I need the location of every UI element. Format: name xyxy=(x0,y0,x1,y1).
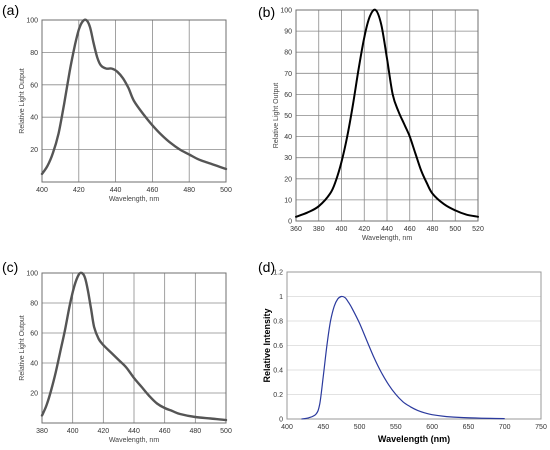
x-tick-label: 450 xyxy=(317,424,329,431)
x-tick-label: 600 xyxy=(426,424,438,431)
plot-frame xyxy=(41,19,227,183)
y-tick-label: 80 xyxy=(284,50,292,57)
x-tick-label: 700 xyxy=(499,424,511,431)
y-tick-label: 100 xyxy=(26,18,38,25)
y-tick-label: 40 xyxy=(30,115,38,122)
panel-tag: (a) xyxy=(2,2,19,18)
y-tick-label: 0.4 xyxy=(273,368,283,375)
y-axis-label: Relative Light Output xyxy=(19,68,26,133)
y-tick-label: 60 xyxy=(284,92,292,99)
panel-tag: (d) xyxy=(258,259,275,275)
y-tick-label: 70 xyxy=(284,71,292,78)
y-tick-label: 90 xyxy=(284,29,292,36)
x-tick-label: 500 xyxy=(354,424,366,431)
y-tick-label: 1 xyxy=(279,294,283,301)
x-tick-label: 400 xyxy=(281,424,293,431)
plot-frame xyxy=(286,271,542,420)
x-tick-label: 480 xyxy=(183,187,195,194)
x-tick-label: 420 xyxy=(97,428,109,435)
y-tick-label: 60 xyxy=(30,331,38,338)
x-tick-label: 440 xyxy=(381,226,393,233)
series-line xyxy=(295,8,479,218)
chart-b: (b) 360 380 400 420 440 460 480 500 520 0 10 20 30 40 5… xyxy=(258,4,484,242)
y-tick-label: 30 xyxy=(284,155,292,162)
x-tick-label: 500 xyxy=(220,187,232,194)
x-tick-label: 460 xyxy=(159,428,171,435)
panel-tag: (b) xyxy=(258,4,275,20)
series-line xyxy=(301,295,505,420)
x-axis-label: Wavelength, nm xyxy=(109,437,159,444)
y-tick-label: 0.8 xyxy=(273,319,283,326)
x-axis-label: Wavelength, nm xyxy=(109,196,159,203)
y-axis-label: Relative Intensity xyxy=(262,308,272,382)
y-tick-label: 50 xyxy=(284,113,292,120)
x-tick-label: 380 xyxy=(36,428,48,435)
y-tick-label: 40 xyxy=(30,361,38,368)
y-tick-label: 0.6 xyxy=(273,343,283,350)
y-tick-label: 20 xyxy=(30,147,38,154)
y-axis-label: Relative Light Output xyxy=(273,83,280,148)
y-tick-label: 0 xyxy=(279,417,283,424)
x-tick-label: 500 xyxy=(449,226,461,233)
plot-frame xyxy=(41,272,227,424)
y-axis-label: Relative Light Output xyxy=(19,315,26,380)
chart-c: (c) 380 400 420 440 460 480 500 20 40 60 80 100 Wavel… xyxy=(2,259,232,444)
x-tick-label: 460 xyxy=(147,187,159,194)
y-tick-label: 100 xyxy=(26,271,38,278)
y-tick-label: 100 xyxy=(280,8,292,15)
x-tick-label: 520 xyxy=(472,226,484,233)
x-axis-label: Wavelength (nm) xyxy=(378,434,450,444)
series-line xyxy=(40,271,228,422)
y-tick-label: 80 xyxy=(30,301,38,308)
y-tick-label: 1.2 xyxy=(273,270,283,277)
x-tick-label: 460 xyxy=(404,226,416,233)
x-tick-label: 750 xyxy=(535,424,547,431)
x-tick-label: 360 xyxy=(290,226,302,233)
x-tick-label: 480 xyxy=(189,428,201,435)
x-tick-label: 480 xyxy=(427,226,439,233)
x-tick-label: 440 xyxy=(128,428,140,435)
chart-d: (d) 400 450 500 550 600 650 700 750 0 0.2 0.4 0.6 0.8… xyxy=(258,259,547,444)
x-tick-label: 420 xyxy=(73,187,85,194)
panel-tag: (c) xyxy=(2,259,18,275)
x-tick-label: 420 xyxy=(358,226,370,233)
x-tick-label: 400 xyxy=(336,226,348,233)
y-tick-label: 10 xyxy=(284,197,292,204)
y-tick-label: 20 xyxy=(30,391,38,398)
y-tick-label: 60 xyxy=(30,82,38,89)
x-tick-label: 550 xyxy=(390,424,402,431)
plot-frame xyxy=(295,9,479,222)
x-tick-label: 400 xyxy=(36,187,48,194)
x-tick-label: 440 xyxy=(110,187,122,194)
y-tick-label: 0 xyxy=(288,219,292,226)
series-line xyxy=(40,18,228,176)
y-tick-label: 40 xyxy=(284,134,292,141)
x-axis-label: Wavelength, nm xyxy=(362,235,412,242)
x-tick-label: 500 xyxy=(220,428,232,435)
chart-a: (a) 400 420 440 460 480 500 20 40 60 80 100 Waveleng… xyxy=(2,2,232,203)
x-tick-label: 650 xyxy=(463,424,475,431)
x-tick-label: 380 xyxy=(313,226,325,233)
y-tick-label: 20 xyxy=(284,176,292,183)
y-tick-label: 0.2 xyxy=(273,392,283,399)
y-tick-label: 80 xyxy=(30,50,38,57)
x-tick-label: 400 xyxy=(67,428,79,435)
